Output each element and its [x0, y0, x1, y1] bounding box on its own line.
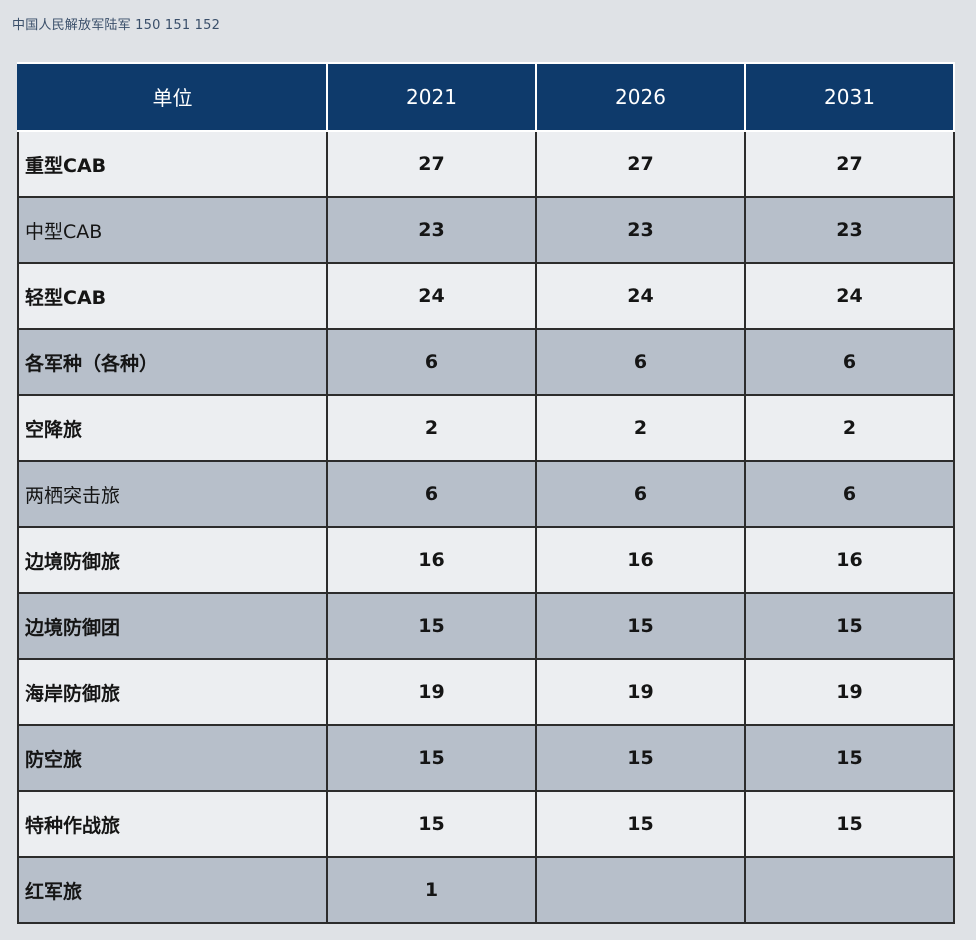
- value-2031-cell: 27: [744, 130, 955, 198]
- unit-cell: 红军旅: [17, 856, 328, 924]
- unit-cell: 边境防御团: [17, 592, 328, 660]
- column-header-2021: 2021: [326, 62, 537, 132]
- column-header-unit: 单位: [17, 62, 328, 132]
- table-caption: 中国人民解放军陆军 150 151 152: [12, 18, 221, 33]
- table-row: 海岸防御旅 19 19 19: [17, 658, 955, 726]
- value-2031-cell: 16: [744, 526, 955, 594]
- force-structure-table: 单位 2021 2026 2031 重型CAB 27 27 27 中型CAB 2…: [17, 62, 955, 924]
- unit-cell: 中型CAB: [17, 196, 328, 264]
- value-2021-cell: 15: [326, 724, 537, 792]
- unit-cell: 特种作战旅: [17, 790, 328, 858]
- table-row: 中型CAB 23 23 23: [17, 196, 955, 264]
- value-2031-cell: 6: [744, 460, 955, 528]
- value-2031-cell: 24: [744, 262, 955, 330]
- table-row: 重型CAB 27 27 27: [17, 130, 955, 198]
- unit-cell: 空降旅: [17, 394, 328, 462]
- value-2031-cell: [744, 856, 955, 924]
- value-2031-cell: 15: [744, 592, 955, 660]
- column-header-2026: 2026: [535, 62, 746, 132]
- table-row: 边境防御团 15 15 15: [17, 592, 955, 660]
- value-2021-cell: 24: [326, 262, 537, 330]
- value-2026-cell: 15: [535, 592, 746, 660]
- value-2021-cell: 1: [326, 856, 537, 924]
- unit-cell: 轻型CAB: [17, 262, 328, 330]
- value-2031-cell: 23: [744, 196, 955, 264]
- value-2021-cell: 15: [326, 592, 537, 660]
- value-2026-cell: 6: [535, 460, 746, 528]
- table-header-row: 单位 2021 2026 2031: [17, 62, 955, 132]
- value-2021-cell: 27: [326, 130, 537, 198]
- value-2026-cell: 2: [535, 394, 746, 462]
- value-2021-cell: 15: [326, 790, 537, 858]
- value-2021-cell: 19: [326, 658, 537, 726]
- table-row: 空降旅 2 2 2: [17, 394, 955, 462]
- table-row: 各军种（各种） 6 6 6: [17, 328, 955, 396]
- table-row: 防空旅 15 15 15: [17, 724, 955, 792]
- value-2031-cell: 19: [744, 658, 955, 726]
- value-2021-cell: 23: [326, 196, 537, 264]
- unit-cell: 两栖突击旅: [17, 460, 328, 528]
- table-row: 红军旅 1: [17, 856, 955, 924]
- value-2021-cell: 6: [326, 460, 537, 528]
- column-header-2031: 2031: [744, 62, 955, 132]
- value-2026-cell: 24: [535, 262, 746, 330]
- unit-cell: 海岸防御旅: [17, 658, 328, 726]
- value-2021-cell: 16: [326, 526, 537, 594]
- table-row: 边境防御旅 16 16 16: [17, 526, 955, 594]
- value-2026-cell: 19: [535, 658, 746, 726]
- unit-cell: 各军种（各种）: [17, 328, 328, 396]
- unit-cell: 边境防御旅: [17, 526, 328, 594]
- value-2026-cell: 23: [535, 196, 746, 264]
- table-row: 轻型CAB 24 24 24: [17, 262, 955, 330]
- value-2026-cell: 27: [535, 130, 746, 198]
- table-row: 特种作战旅 15 15 15: [17, 790, 955, 858]
- value-2021-cell: 2: [326, 394, 537, 462]
- unit-cell: 重型CAB: [17, 130, 328, 198]
- value-2031-cell: 2: [744, 394, 955, 462]
- unit-cell: 防空旅: [17, 724, 328, 792]
- value-2026-cell: 16: [535, 526, 746, 594]
- value-2031-cell: 15: [744, 724, 955, 792]
- value-2031-cell: 15: [744, 790, 955, 858]
- value-2026-cell: 15: [535, 724, 746, 792]
- value-2026-cell: 15: [535, 790, 746, 858]
- table-row: 两栖突击旅 6 6 6: [17, 460, 955, 528]
- value-2031-cell: 6: [744, 328, 955, 396]
- value-2026-cell: [535, 856, 746, 924]
- value-2026-cell: 6: [535, 328, 746, 396]
- value-2021-cell: 6: [326, 328, 537, 396]
